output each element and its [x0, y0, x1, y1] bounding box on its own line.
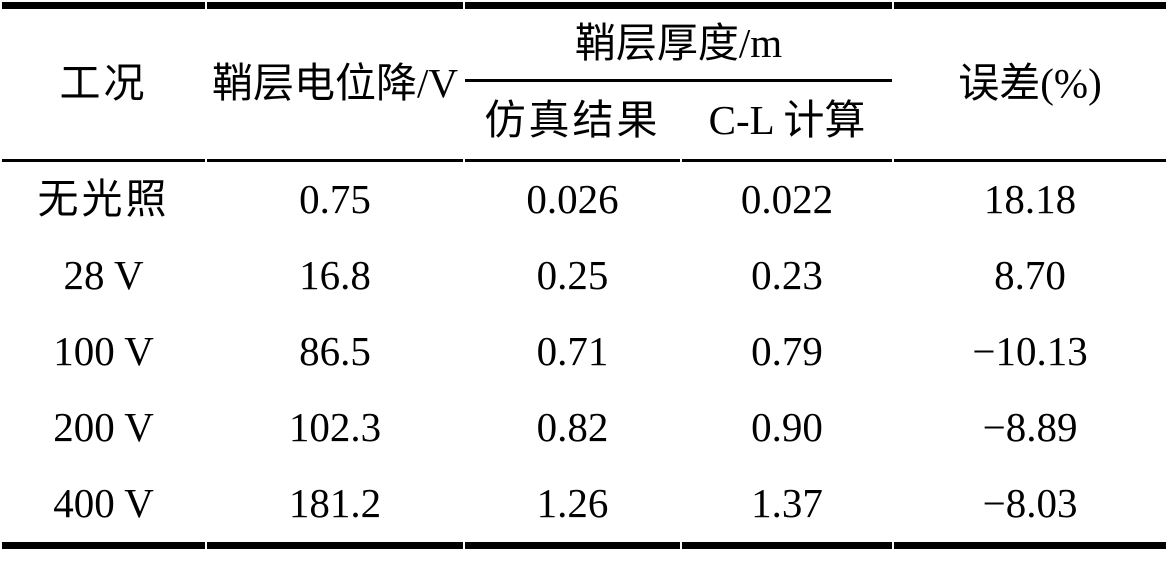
cell-potential-drop: 0.75 — [299, 176, 371, 223]
cell-condition: 无光照 — [37, 176, 170, 223]
table-row: 400 V 181.2 1.26 1.37 −8.03 — [2, 466, 1167, 549]
header-thickness-group: 鞘层厚度/m — [465, 2, 893, 82]
cell-simulation: 0.82 — [536, 404, 609, 451]
header-potential-drop: 鞘层电位降/V — [207, 2, 463, 162]
cell-cl-calc: 0.23 — [751, 252, 823, 299]
cell-condition: 400 V — [2, 466, 205, 549]
table-row: 100 V 86.5 0.71 0.79 −10.13 — [2, 314, 1166, 390]
cell-error: 18.18 — [983, 176, 1077, 223]
cell-error: 8.70 — [994, 252, 1066, 299]
cell-simulation: 0.25 — [536, 252, 609, 299]
header-cl-calc: C-L 计算 — [682, 82, 893, 162]
cell-error: −8.03 — [894, 466, 1167, 549]
header-row-top: 工况 鞘层电位降/V 鞘层厚度/m 误差(%) — [2, 2, 1167, 162]
cell-simulation: 0.71 — [536, 328, 609, 375]
table-header: 工况 鞘层电位降/V 鞘层厚度/m 误差(%) 仿真结果 C-L 计算 — [2, 2, 1167, 162]
cell-potential-drop: 86.5 — [299, 328, 371, 375]
header-condition: 工况 — [2, 2, 205, 162]
cell-simulation: 1.26 — [465, 466, 680, 549]
cell-potential-drop: 181.2 — [207, 466, 463, 549]
cell-condition: 28 V — [63, 252, 144, 299]
cell-cl-calc: 1.37 — [682, 466, 893, 549]
table-row: 200 V 102.3 0.82 0.90 −8.89 — [2, 390, 1166, 466]
cell-condition: 100 V — [53, 328, 154, 375]
header-error: 误差(%) — [894, 2, 1167, 162]
cell-error: −8.89 — [982, 404, 1078, 451]
cell-simulation: 0.026 — [526, 176, 619, 223]
table-body: 无光照 0.75 0.026 0.022 18.18 28 V 16.8 0.2… — [2, 162, 1167, 549]
cell-error: −10.13 — [972, 328, 1088, 375]
header-simulation: 仿真结果 — [465, 82, 680, 162]
cell-cl-calc: 0.90 — [751, 404, 823, 451]
cell-condition: 200 V — [53, 404, 154, 451]
table-row: 28 V 16.8 0.25 0.23 8.70 — [2, 238, 1166, 314]
table-row: 无光照 0.75 0.026 0.022 18.18 — [2, 162, 1166, 238]
header-row-sub: 仿真结果 C-L 计算 — [2, 82, 1166, 162]
cell-potential-drop: 102.3 — [288, 404, 382, 451]
cell-cl-calc: 0.022 — [740, 176, 834, 223]
cell-cl-calc: 0.79 — [751, 328, 823, 375]
cell-potential-drop: 16.8 — [299, 252, 371, 299]
sheath-parameters-table: 工况 鞘层电位降/V 鞘层厚度/m 误差(%) 仿真结果 C-L 计算 无光照 … — [0, 2, 1168, 549]
